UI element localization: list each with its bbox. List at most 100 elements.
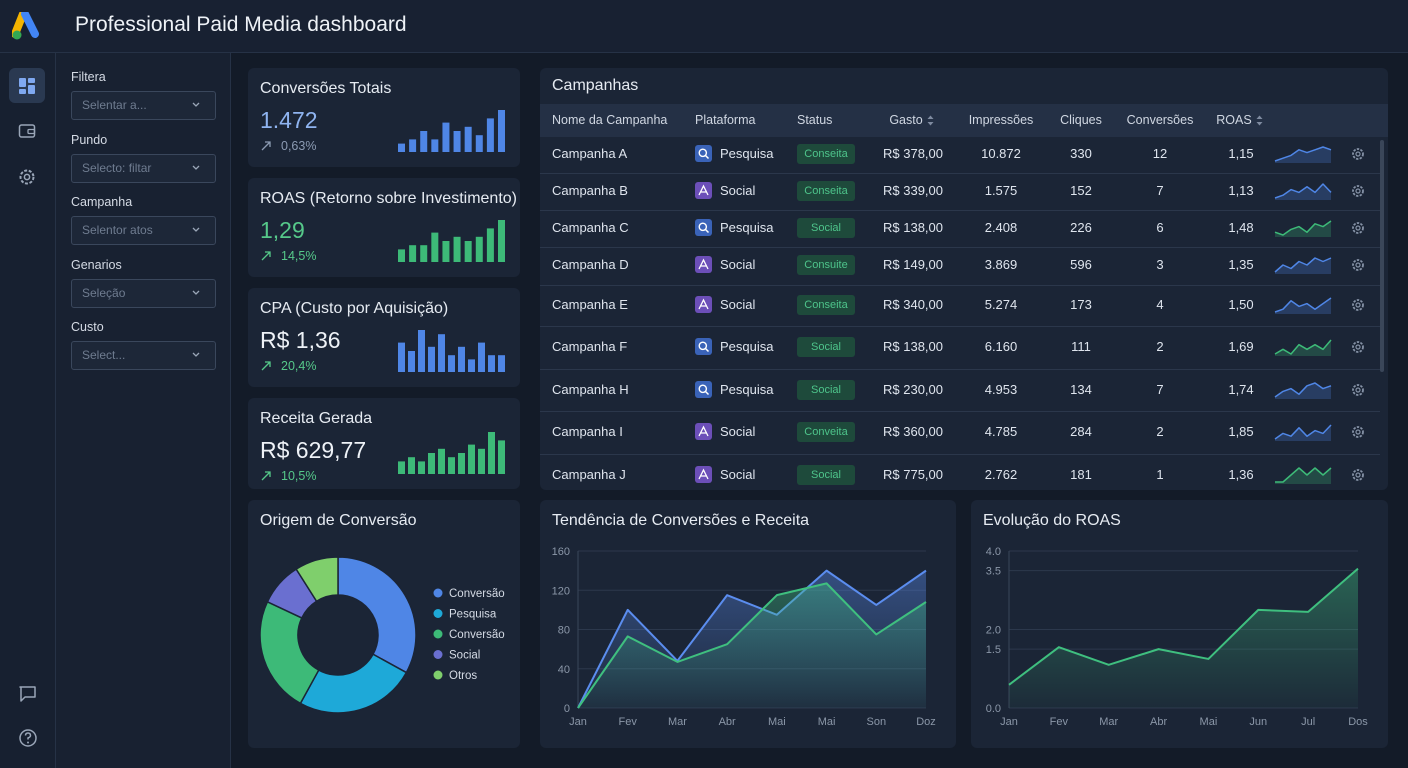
sparkline-line: [1275, 467, 1332, 483]
sparkline: [1274, 146, 1332, 163]
sparkline: [1274, 297, 1332, 314]
cell: 181: [1070, 467, 1092, 482]
row-divider: [540, 172, 1380, 174]
cell: 1,48: [1228, 220, 1254, 235]
dropdown-chevron: [192, 102, 200, 107]
series-line: [577, 582, 927, 709]
status: Conseita: [804, 185, 848, 197]
kpi-bar: [408, 351, 415, 372]
filter-placeholder: Seleção: [82, 285, 126, 300]
area-chart: 0 40 80 120 160 Jan Fev Mar Abr Mai Mai Son Doz: [552, 546, 936, 728]
row-settings[interactable]: [1351, 258, 1365, 272]
sparkline: [1275, 467, 1332, 484]
glyph: [704, 347, 710, 353]
area-fill: [1009, 568, 1358, 708]
status-badge: Conseita: [797, 144, 855, 164]
cell: 7: [1156, 382, 1164, 397]
sparkline-line: [1274, 220, 1332, 236]
row-settings[interactable]: [1351, 298, 1365, 312]
nav-chat[interactable]: [18, 684, 38, 704]
chevron: [192, 352, 200, 357]
cell: 12: [1152, 146, 1168, 161]
kpi-change: 0,63%: [281, 139, 317, 153]
cell: 152: [1070, 183, 1092, 198]
cell: R$ 138,00: [883, 220, 943, 235]
y-tick-label: 4.0: [986, 546, 1001, 558]
gear: [1352, 185, 1364, 197]
sort-arrows: [1256, 115, 1263, 126]
platform-icon: [695, 182, 712, 199]
kpi-bar: [420, 245, 428, 262]
cell: 2.762: [984, 467, 1018, 482]
kpi-bar: [418, 330, 425, 372]
y-tick-label: 160: [552, 546, 570, 558]
icon-dashboard: [19, 78, 35, 94]
row-settings[interactable]: [1351, 383, 1365, 397]
kpi-bar: [398, 461, 405, 474]
kpi-change: 20,4%: [281, 359, 317, 373]
y-tick-label: 3.5: [986, 566, 1001, 578]
status: Social: [811, 469, 841, 481]
glyph: [698, 341, 708, 351]
row-divider: [540, 453, 1380, 455]
row-settings[interactable]: [1351, 221, 1365, 235]
filter-dropdown[interactable]: Seleção: [71, 278, 216, 308]
cell: 6: [1156, 220, 1164, 235]
row-settings[interactable]: [1351, 425, 1365, 439]
kpi-bar: [486, 228, 494, 262]
filter-placeholder: Select...: [82, 348, 126, 362]
status: Consuite: [804, 259, 848, 271]
cell: R$ 138,00: [883, 339, 943, 354]
legend-swatch: [433, 629, 443, 639]
filter-dropdown[interactable]: Selecto: filtar: [71, 153, 216, 183]
kpi-bars: [398, 220, 505, 262]
trend-arrow: [261, 471, 271, 481]
cell: 1,36: [1228, 467, 1254, 482]
legend-label: Social: [449, 650, 480, 662]
status: Social: [811, 222, 841, 234]
kpi-bar: [458, 346, 465, 372]
kpi-bars: [398, 110, 505, 152]
series-line: [1008, 567, 1359, 686]
platform: Social: [720, 467, 756, 482]
header: [0, 0, 1408, 53]
kpi-bar: [453, 236, 461, 262]
kpi-title: Conversões Totais: [260, 80, 392, 97]
gear: [1352, 299, 1364, 311]
sparkline-line: [1274, 382, 1332, 398]
chart-title: Tendência de Conversões e Receita: [552, 512, 810, 529]
row-settings[interactable]: [1351, 468, 1365, 482]
kpi-bar: [438, 448, 445, 474]
kpi-bar: [398, 249, 405, 262]
chart-title: Origem de Conversão: [260, 512, 417, 529]
kpi-bars: [398, 330, 505, 372]
donut-chart: Conversão Pesquisa Conversão Social Otros: [259, 556, 505, 714]
filter-dropdown[interactable]: Selentor atos: [71, 216, 216, 245]
filter-dropdown[interactable]: Selentar a...: [71, 91, 216, 120]
kpi-bar: [409, 139, 417, 152]
platform-icon: [695, 296, 712, 313]
y-tick-label: 0.0: [986, 703, 1001, 715]
nav-wallet[interactable]: [18, 122, 36, 140]
chart-title: Evolução do ROAS: [983, 512, 1121, 529]
kpi-bar: [464, 241, 472, 262]
sparkline: [1274, 382, 1332, 399]
row-settings[interactable]: [1351, 340, 1365, 354]
row-settings[interactable]: [1351, 184, 1365, 198]
platform-icon-bg: [695, 145, 712, 162]
kpi-title: CPA (Custo por Aquisição): [260, 300, 449, 317]
x-tick-label: Jan: [569, 716, 587, 728]
kpi-card: [248, 178, 520, 277]
nav-settings[interactable]: [17, 167, 37, 187]
nav-dashboard[interactable]: [9, 68, 45, 103]
nav-help[interactable]: [18, 728, 38, 748]
status: Conveita: [804, 426, 848, 438]
sparkline: [1274, 257, 1332, 274]
row-settings[interactable]: [1351, 147, 1365, 161]
cell: 596: [1070, 257, 1092, 272]
platform-icon: [695, 219, 712, 236]
filter-dropdown[interactable]: Select...: [71, 341, 216, 370]
x-tick-label: Fev: [1050, 716, 1069, 728]
kpi-value: R$ 629,77: [260, 437, 367, 463]
